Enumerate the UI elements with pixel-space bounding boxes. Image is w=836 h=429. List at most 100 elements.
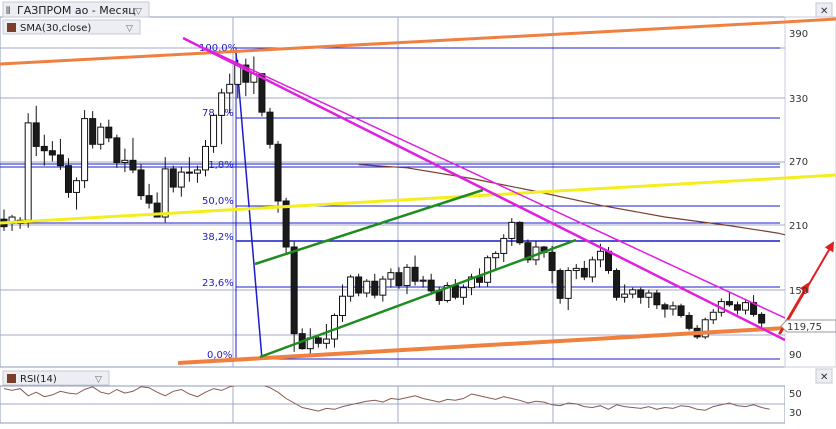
candle bbox=[459, 284, 467, 305]
candle bbox=[484, 255, 492, 287]
last-price-marker: 119,75 bbox=[780, 319, 836, 333]
drawing-objects[interactable] bbox=[0, 20, 836, 365]
yellow-trend-line[interactable] bbox=[0, 176, 785, 225]
candle-body bbox=[105, 126, 113, 139]
candle-body bbox=[548, 251, 556, 272]
candle-body bbox=[129, 159, 137, 171]
fib-swing-line bbox=[235, 52, 263, 360]
candle-body bbox=[556, 270, 564, 299]
rsi-label-box[interactable]: RSI(14) ▽ bbox=[2, 370, 110, 386]
candle-body bbox=[290, 246, 298, 335]
candle-body bbox=[758, 313, 766, 324]
candle-body bbox=[121, 159, 129, 163]
candle bbox=[733, 301, 741, 315]
candle-body bbox=[210, 114, 218, 147]
candle-body bbox=[645, 292, 653, 298]
candle-body bbox=[419, 279, 427, 282]
candle bbox=[758, 312, 766, 329]
forecast-arrow-steep[interactable] bbox=[779, 241, 835, 335]
fib-label: 23,6% bbox=[202, 278, 234, 289]
candle bbox=[73, 177, 81, 210]
title-box[interactable] bbox=[2, 1, 150, 18]
candle-body bbox=[605, 250, 612, 272]
candle bbox=[193, 165, 201, 183]
candle-body bbox=[467, 276, 475, 289]
candle-body bbox=[629, 289, 637, 295]
candle bbox=[177, 166, 185, 197]
sma-label-box[interactable]: SMA(30,close) ▽ bbox=[2, 19, 141, 35]
candle-body bbox=[443, 285, 451, 301]
candle bbox=[202, 140, 209, 177]
candle bbox=[105, 119, 113, 143]
candle-body bbox=[669, 305, 677, 310]
close-button[interactable] bbox=[815, 2, 833, 18]
candle-body bbox=[564, 270, 572, 299]
candle bbox=[556, 268, 564, 304]
candle bbox=[363, 279, 371, 298]
candle-body bbox=[347, 276, 355, 297]
candle bbox=[419, 275, 427, 288]
chevron-down-icon: ▽ bbox=[95, 375, 102, 385]
candle-body bbox=[596, 250, 604, 261]
candle-body bbox=[64, 165, 72, 193]
yellow-trend-line-ext bbox=[784, 173, 836, 180]
candle-body bbox=[387, 272, 395, 280]
candle bbox=[508, 218, 516, 246]
price-panel bbox=[0, 16, 786, 368]
candle bbox=[661, 302, 669, 318]
candle bbox=[637, 287, 645, 304]
candle-body bbox=[701, 319, 709, 338]
candle bbox=[89, 111, 97, 149]
candle-body bbox=[508, 221, 516, 239]
orange-channel-lower[interactable] bbox=[177, 326, 785, 365]
rsi-tick-label: 30 bbox=[789, 408, 802, 419]
candle-body bbox=[733, 304, 741, 311]
candle-body bbox=[661, 304, 669, 310]
candle bbox=[81, 110, 89, 189]
candle-body bbox=[266, 111, 274, 145]
candle-body bbox=[40, 145, 48, 152]
magenta-trend-line[interactable] bbox=[182, 36, 785, 342]
candle bbox=[322, 324, 330, 349]
magenta-trend-line-2[interactable] bbox=[204, 47, 785, 319]
candle bbox=[355, 273, 363, 297]
price-tick-label: 270 bbox=[789, 157, 808, 168]
chevron-down-icon[interactable]: ▽ bbox=[135, 7, 142, 17]
candle-body bbox=[524, 242, 532, 261]
candle bbox=[411, 255, 419, 286]
candle-body bbox=[218, 92, 226, 116]
price-tick-label: 210 bbox=[789, 221, 808, 232]
candle-body bbox=[395, 272, 403, 287]
candle bbox=[266, 107, 274, 149]
candle-body bbox=[330, 314, 338, 340]
candle bbox=[137, 163, 145, 200]
candle-body bbox=[427, 279, 435, 292]
sma-overlay bbox=[358, 164, 785, 236]
candle-body bbox=[56, 154, 64, 167]
candle-body bbox=[403, 266, 411, 287]
candle-body bbox=[484, 257, 492, 283]
candle-body bbox=[339, 295, 347, 316]
candle bbox=[169, 165, 177, 193]
candle bbox=[572, 264, 580, 280]
candle bbox=[145, 183, 153, 209]
candle-body bbox=[572, 267, 580, 272]
candle bbox=[371, 273, 379, 299]
candle bbox=[258, 73, 266, 117]
candle bbox=[516, 221, 524, 245]
candle bbox=[129, 137, 137, 174]
green-channel-upper[interactable] bbox=[254, 188, 484, 266]
candle bbox=[97, 122, 105, 150]
rsi-color-swatch bbox=[7, 374, 16, 383]
rsi-close-button[interactable] bbox=[815, 368, 833, 384]
candle-body bbox=[588, 259, 596, 278]
candle bbox=[290, 241, 298, 352]
candle-body bbox=[48, 150, 56, 156]
candle-body bbox=[24, 122, 32, 221]
orange-channel-upper[interactable] bbox=[0, 20, 785, 66]
green-channel-lower[interactable] bbox=[259, 238, 577, 359]
candle-body bbox=[500, 237, 508, 254]
candle-body bbox=[73, 180, 81, 193]
price-tick-label: 150 bbox=[789, 286, 808, 297]
candle-body bbox=[621, 293, 629, 298]
